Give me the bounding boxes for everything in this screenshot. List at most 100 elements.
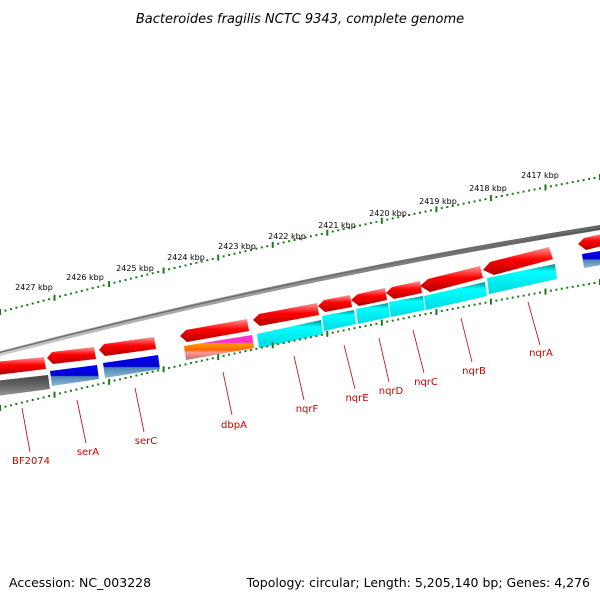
ruler-tick — [146, 273, 149, 276]
inner-tick — [588, 282, 591, 285]
ruler-tick — [353, 225, 356, 228]
inner-tick — [435, 309, 438, 315]
gene-BF2074-bottom[interactable] — [0, 375, 50, 396]
ruler-tick — [200, 260, 203, 263]
gene-label-nqrE[interactable]: nqrE — [345, 393, 368, 404]
inner-tick — [102, 382, 105, 385]
gene-nqrD[interactable] — [351, 288, 390, 324]
inner-tick — [517, 295, 520, 298]
gene-serC-bottom[interactable] — [103, 355, 160, 378]
gene-dbpA-top[interactable] — [180, 319, 249, 342]
inner-tick — [288, 340, 291, 343]
gene-nqrC-bottom[interactable] — [389, 296, 425, 317]
inner-tick — [293, 339, 296, 342]
gene-serA[interactable] — [47, 347, 99, 386]
ruler-tick — [20, 305, 23, 308]
genome-backbone — [0, 225, 600, 356]
gene-nqrA-top[interactable] — [483, 247, 553, 275]
gene-label-nqrB[interactable]: nqrB — [462, 366, 486, 377]
inner-tick — [326, 330, 329, 337]
gene-nqrF-top[interactable] — [253, 303, 319, 326]
ruler-tick — [4, 309, 7, 312]
inner-tick — [429, 312, 432, 315]
gene-label-nqrA[interactable]: nqrA — [529, 348, 553, 359]
gene-track — [0, 233, 600, 396]
gene-label-serA[interactable]: serA — [77, 447, 99, 458]
leader-line — [343, 344, 356, 390]
inner-tick — [402, 317, 405, 320]
ruler-tick-label: 2427 kbp — [15, 283, 53, 292]
gene-nqrB[interactable] — [420, 266, 487, 310]
gene-nqrC-top[interactable] — [386, 281, 422, 299]
gene-label-nqrD[interactable]: nqrD — [379, 386, 404, 397]
inner-tick — [544, 288, 547, 295]
ruler-tick — [549, 185, 552, 188]
inner-tick — [320, 333, 323, 336]
accession-text: Accession: NC_003228 — [9, 575, 151, 590]
ruler-tick — [108, 281, 111, 287]
inner-tick — [255, 347, 258, 350]
inner-tick — [555, 288, 558, 291]
inner-tick — [549, 289, 552, 292]
gene-nqrA[interactable] — [483, 247, 557, 294]
gene-serA-bottom[interactable] — [50, 365, 99, 386]
gene-dbpA-bottom[interactable] — [184, 335, 254, 360]
gene-nqrD-bottom[interactable] — [356, 303, 390, 324]
inner-tick — [304, 337, 307, 340]
ruler-tick — [369, 222, 372, 225]
ruler-tick — [517, 191, 520, 194]
ruler-tick — [173, 267, 176, 269]
ruler-tick — [424, 210, 427, 213]
gene-label-dbpA[interactable]: dbpA — [221, 420, 247, 431]
gene-BF2074-top[interactable] — [0, 357, 46, 375]
map-title: Bacteroides fragilis NCTC 9343, complete… — [136, 12, 464, 27]
inner-tick — [91, 384, 94, 387]
inner-tick — [511, 296, 514, 299]
gene-partial-right-top[interactable] — [578, 233, 600, 250]
gene-nqrC[interactable] — [386, 281, 425, 317]
leader-line — [460, 317, 473, 363]
gene-label-serC[interactable]: serC — [135, 436, 157, 447]
ruler-tick — [593, 177, 596, 179]
inner-tick — [179, 364, 181, 367]
ruler-tick — [451, 204, 454, 207]
gene-nqrB-bottom[interactable] — [424, 282, 487, 310]
gene-partial-right[interactable] — [578, 233, 600, 268]
ruler-tick — [59, 295, 61, 298]
ruler-tick — [135, 276, 138, 279]
gene-label-nqrF[interactable]: nqrF — [296, 404, 319, 415]
gene-nqrD-top[interactable] — [351, 288, 387, 306]
gene-dbpA[interactable] — [180, 319, 254, 360]
inner-tick — [500, 298, 503, 301]
gene-nqrA-bottom[interactable] — [487, 264, 557, 294]
inner-tick — [48, 395, 51, 397]
gene-partial-right-bottom[interactable] — [582, 250, 600, 268]
inner-tick — [59, 392, 61, 395]
gene-nqrE-top[interactable] — [318, 295, 352, 312]
gene-nqrF[interactable] — [253, 303, 323, 348]
gene-nqrF-bottom[interactable] — [257, 320, 323, 348]
gene-label-nqrC[interactable]: nqrC — [414, 377, 438, 388]
ruler-tick — [560, 183, 563, 186]
inner-tick-row — [0, 279, 600, 411]
gene-BF2074[interactable] — [0, 357, 50, 396]
inner-tick — [577, 284, 580, 287]
ruler-tick-label: 2418 kbp — [469, 184, 507, 193]
gene-label-BF2074[interactable]: BF2074 — [12, 456, 50, 467]
gene-nqrE-bottom[interactable] — [322, 310, 356, 331]
gene-nqrE[interactable] — [318, 295, 356, 331]
leader-line — [293, 355, 305, 401]
gene-serC[interactable] — [99, 337, 160, 378]
gene-serC-top[interactable] — [99, 337, 156, 356]
ruler-tick — [233, 252, 236, 255]
gene-nqrB-top[interactable] — [420, 266, 483, 292]
leader-line — [76, 399, 87, 444]
inner-tick — [271, 342, 274, 349]
inner-tick — [571, 285, 574, 288]
inner-tick — [124, 377, 127, 379]
ruler-tick — [364, 223, 367, 226]
ruler-tick — [15, 306, 18, 309]
gene-serA-top[interactable] — [47, 347, 96, 364]
ruler-tick — [315, 234, 318, 237]
